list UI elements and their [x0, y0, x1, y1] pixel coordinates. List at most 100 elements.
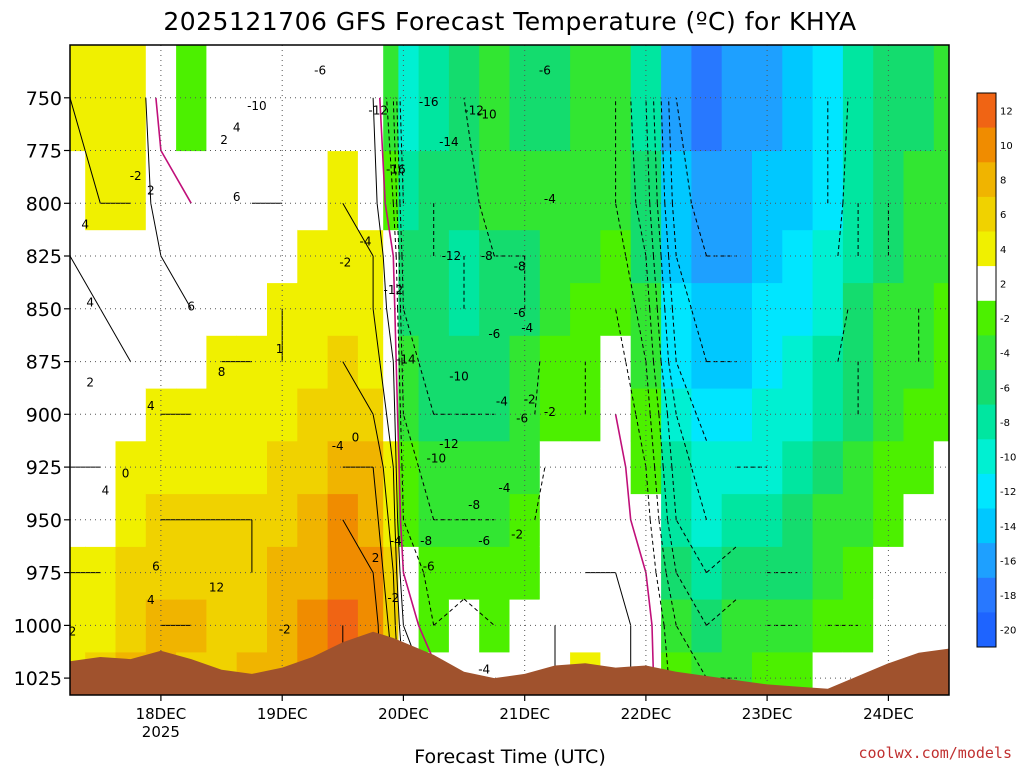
contour-label: -10: [247, 99, 267, 113]
x-tick-sublabel: 2025: [142, 723, 180, 741]
colorbar-swatch: [977, 508, 996, 544]
temperature-cell: [448, 150, 480, 231]
temperature-cell: [327, 387, 359, 442]
temperature-cell: [691, 387, 723, 442]
contour-label: -12: [464, 103, 484, 117]
temperature-cell: [236, 150, 268, 231]
temperature-cell: [267, 229, 298, 284]
y-tick-label: 950: [26, 510, 62, 532]
temperature-cell: [267, 45, 298, 152]
y-tick-label: 900: [26, 404, 62, 426]
temperature-cell: [383, 546, 399, 600]
colorbar-swatch: [977, 612, 996, 648]
temperature-cell: [842, 493, 874, 547]
temperature-cell: [873, 546, 905, 600]
colorbar: 12 10 8 6 4 2 -2 -4 -6 -8 -10 -12 -14 -16 -18 -20: [976, 92, 1016, 648]
grid-lines: [70, 45, 949, 695]
contour-label: -2: [524, 393, 536, 407]
temperature-cell: [418, 282, 450, 336]
temperature-cell: [383, 45, 399, 152]
y-tick-label: 750: [26, 88, 62, 110]
temperature-cell: [267, 440, 298, 495]
temperature-cell: [479, 493, 511, 547]
temperature-cell: [297, 599, 329, 653]
contour-label: -2: [511, 528, 523, 542]
temperature-cell: [70, 493, 86, 547]
contour-label: -2: [544, 405, 556, 419]
contour-label: -10: [426, 452, 446, 466]
temperature-cell: [448, 335, 480, 389]
temperature-cell: [297, 387, 329, 442]
colorbar-swatch: [977, 439, 996, 475]
contour-label: 4: [86, 296, 94, 310]
contour-label: -4: [478, 663, 490, 677]
contour-label: -16: [419, 95, 439, 109]
colorbar-swatch: [977, 300, 996, 336]
x-tick-label: 24DEC: [863, 705, 914, 723]
temperature-cell: [661, 229, 692, 284]
contour-label: 0: [122, 466, 130, 480]
temperature-cell: [721, 229, 753, 284]
temperature-cell: [842, 387, 874, 442]
temperature-cell: [570, 150, 601, 231]
colorbar-swatch: [977, 370, 996, 406]
colorbar-tick-label: 10: [1000, 141, 1013, 152]
temperature-cell: [903, 440, 935, 495]
temperature-cell: [297, 45, 329, 152]
contour-label: 4: [102, 483, 110, 497]
terrain-surface: [70, 631, 949, 695]
temperature-cell: [297, 282, 329, 336]
temperature-cell: [479, 45, 511, 152]
temperature-cell: [418, 335, 450, 389]
temperature-cell: [691, 493, 723, 547]
credit-text[interactable]: coolwx.com/models: [858, 744, 1012, 762]
temperature-cell: [933, 387, 949, 442]
temperature-cell: [206, 45, 238, 152]
colorbar-swatch: [977, 196, 996, 232]
colorbar-swatch: [977, 231, 996, 267]
temperature-cell: [933, 493, 949, 547]
temperature-cell: [903, 493, 935, 547]
temperature-cell: [721, 546, 753, 600]
y-axis: 750 775 800 825 850 875 900 925 950 975 1000 1025: [14, 88, 70, 690]
temperature-cell: [398, 599, 420, 653]
temperature-cell: [691, 150, 723, 231]
contour-label: -6: [514, 306, 526, 320]
colorbar-swatch: [977, 473, 996, 509]
temperature-cell: [812, 440, 844, 495]
temperature-cell: [327, 150, 359, 231]
temperature-cell: [327, 45, 359, 152]
temperature-cell: [479, 599, 511, 653]
temperature-cell: [752, 45, 783, 152]
temperature-cell: [448, 440, 480, 495]
temperature-cell: [297, 546, 329, 600]
y-tick-label: 1000: [14, 615, 62, 637]
contour-label: -8: [420, 534, 432, 548]
temperature-cell: [236, 229, 268, 284]
contour-label: 4: [233, 120, 241, 134]
temperature-cell: [383, 150, 399, 231]
contour-label: -2: [130, 169, 142, 183]
colorbar-swatch: [977, 543, 996, 579]
x-tick-label: 22DEC: [621, 705, 672, 723]
temperature-cell: [70, 229, 86, 284]
temperature-cell: [383, 335, 399, 389]
temperature-cell: [782, 150, 814, 231]
contour-label: 4: [147, 399, 155, 413]
temperature-cell: [782, 282, 814, 336]
temperature-cell: [297, 150, 329, 231]
temperature-cell: [176, 229, 207, 284]
temperature-cell: [398, 387, 420, 442]
colorbar-tick-label: -14: [1000, 522, 1016, 533]
contour-line-m12: [660, 97, 829, 441]
temperature-cell: [448, 546, 480, 600]
temperature-cell: [903, 335, 935, 389]
temperature-cell: [206, 229, 238, 284]
temperature-cell: [721, 282, 753, 336]
temperature-cell: [398, 493, 420, 547]
plot-area: 244240-224646246812-101-2-6-4-2-402-12-1…: [70, 45, 949, 695]
temperature-cell: [448, 599, 480, 653]
temperature-cell: [873, 387, 905, 442]
contour-label: -6: [516, 412, 528, 426]
temperature-cell: [933, 546, 949, 600]
